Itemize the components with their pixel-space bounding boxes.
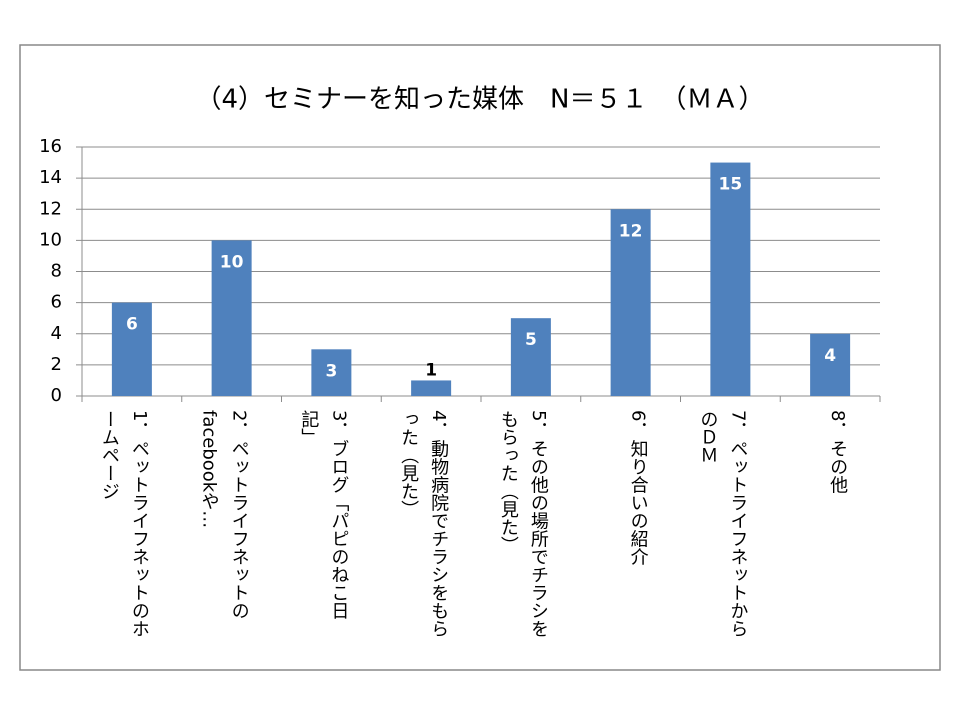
y-tick-label: 4	[51, 323, 62, 344]
bar	[411, 380, 452, 396]
x-tick-label: 4．動物病院でチラシをもらった（見た）	[398, 410, 450, 638]
bar	[610, 209, 651, 396]
x-tick-label: 5．その他の場所でチラシをもらった（見た）	[497, 410, 549, 638]
x-tick-label: 8．その他	[827, 410, 849, 494]
chart-frame	[19, 44, 941, 671]
bar	[810, 333, 851, 396]
x-tick-label: 2．ペットライフネットのfacebookや…	[198, 410, 250, 620]
bar	[710, 162, 751, 396]
data-label: 6	[126, 315, 138, 335]
x-tick-label: 1．ペットライフネットのホームページ	[98, 410, 150, 638]
y-tick-label: 6	[51, 292, 62, 313]
data-label: 3	[325, 361, 337, 381]
data-label: 15	[719, 175, 743, 195]
y-tick-label: 0	[51, 385, 62, 406]
data-label: 1	[425, 360, 437, 380]
y-tick-label: 16	[39, 136, 62, 157]
y-tick-label: 14	[39, 167, 62, 188]
bar	[510, 318, 551, 396]
y-tick-label: 2	[51, 354, 62, 375]
bar	[211, 240, 252, 396]
x-tick-label: 7．ペットライフネットからのＤＭ	[697, 410, 749, 638]
y-tick-label: 8	[51, 261, 62, 282]
data-label: 12	[619, 221, 643, 241]
data-label: 4	[824, 346, 836, 366]
y-tick-label: 10	[39, 229, 62, 250]
bar	[311, 349, 352, 396]
y-tick-label: 12	[39, 198, 62, 219]
x-tick-label: 6．知り合いの紹介	[627, 410, 649, 566]
x-tick-label: 3．ブログ「パピのねこ日記」	[298, 410, 350, 620]
data-label: 5	[525, 330, 537, 350]
chart-title: （4）セミナーを知った媒体 N＝５１ （ＭＡ）	[196, 85, 765, 115]
data-label: 10	[220, 252, 244, 272]
bar	[111, 302, 152, 396]
